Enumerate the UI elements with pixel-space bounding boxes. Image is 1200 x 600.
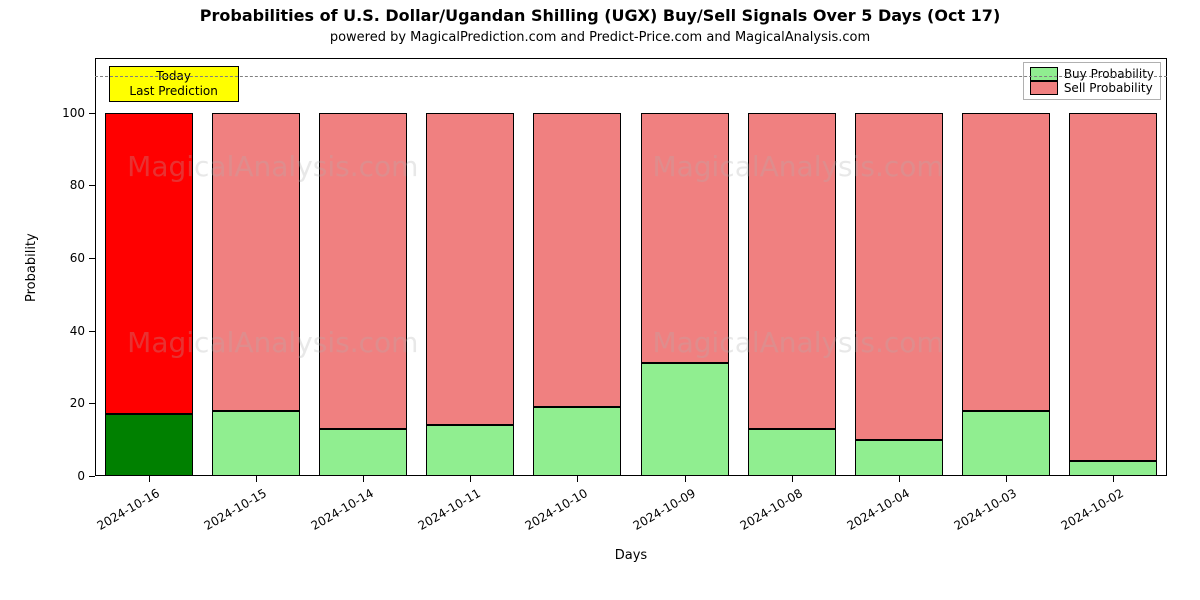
ytick-mark <box>89 476 95 477</box>
ytick-mark <box>89 113 95 114</box>
bar-buy <box>641 363 729 476</box>
xtick-mark <box>363 476 364 482</box>
xtick-label: 2024-10-11 <box>393 486 483 546</box>
legend: Buy Probability Sell Probability <box>1023 62 1161 100</box>
legend-label-buy: Buy Probability <box>1064 67 1154 81</box>
xtick-label: 2024-10-03 <box>929 486 1019 546</box>
xtick-mark <box>899 476 900 482</box>
xtick-mark <box>149 476 150 482</box>
bar-sell <box>319 113 407 429</box>
xtick-mark <box>792 476 793 482</box>
ytick-mark <box>89 185 95 186</box>
y-axis-label: Probability <box>24 233 39 302</box>
ytick-mark <box>89 331 95 332</box>
bar-sell <box>426 113 514 426</box>
legend-item-buy: Buy Probability <box>1030 67 1154 81</box>
xtick-label: 2024-10-08 <box>715 486 805 546</box>
ytick-label: 60 <box>45 251 85 265</box>
bar-sell <box>533 113 621 407</box>
bar-buy <box>212 411 300 476</box>
bar-buy <box>533 407 621 476</box>
bar-buy <box>962 411 1050 476</box>
bar-buy <box>1069 461 1157 476</box>
xtick-mark <box>470 476 471 482</box>
legend-label-sell: Sell Probability <box>1064 81 1153 95</box>
bar-buy <box>748 429 836 476</box>
bar-sell <box>641 113 729 364</box>
legend-swatch-sell <box>1030 81 1058 95</box>
bar-sell <box>105 113 193 415</box>
today-annotation: Today Last Prediction <box>109 66 239 102</box>
xtick-mark <box>577 476 578 482</box>
bar-sell <box>855 113 943 440</box>
reference-line <box>95 76 1167 77</box>
ytick-label: 40 <box>45 324 85 338</box>
legend-item-sell: Sell Probability <box>1030 81 1154 95</box>
bar-sell <box>962 113 1050 411</box>
ytick-mark <box>89 258 95 259</box>
xtick-label: 2024-10-14 <box>286 486 376 546</box>
ytick-label: 80 <box>45 178 85 192</box>
ytick-label: 20 <box>45 396 85 410</box>
ytick-mark <box>89 403 95 404</box>
xtick-label: 2024-10-15 <box>179 486 269 546</box>
bar-buy <box>426 425 514 476</box>
xtick-mark <box>685 476 686 482</box>
bar-sell <box>1069 113 1157 462</box>
chart-title: Probabilities of U.S. Dollar/Ugandan Shi… <box>0 6 1200 25</box>
xtick-label: 2024-10-16 <box>71 486 161 546</box>
bar-buy <box>855 440 943 476</box>
x-axis-label: Days <box>95 548 1167 563</box>
bar-sell <box>748 113 836 429</box>
bar-buy <box>319 429 407 476</box>
xtick-mark <box>1006 476 1007 482</box>
xtick-label: 2024-10-10 <box>500 486 590 546</box>
bar-buy <box>105 414 193 476</box>
xtick-label: 2024-10-09 <box>607 486 697 546</box>
xtick-mark <box>256 476 257 482</box>
ytick-label: 0 <box>45 469 85 483</box>
xtick-mark <box>1113 476 1114 482</box>
xtick-label: 2024-10-02 <box>1036 486 1126 546</box>
today-line2: Last Prediction <box>129 84 217 98</box>
chart-subtitle: powered by MagicalPrediction.com and Pre… <box>0 30 1200 45</box>
xtick-label: 2024-10-04 <box>822 486 912 546</box>
bar-sell <box>212 113 300 411</box>
legend-swatch-buy <box>1030 67 1058 81</box>
ytick-label: 100 <box>45 106 85 120</box>
